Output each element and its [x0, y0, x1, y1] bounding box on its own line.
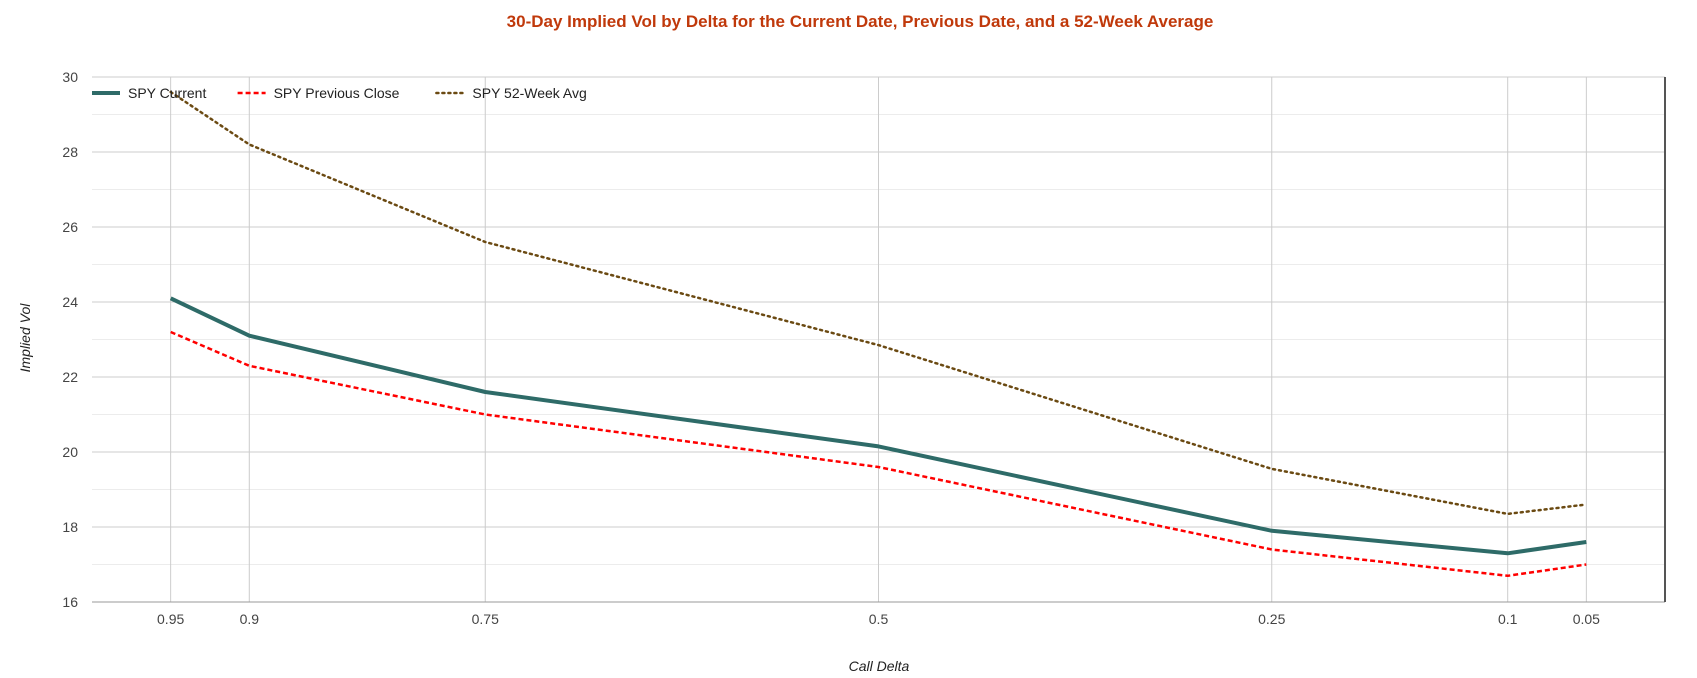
y-tick-label: 26 [62, 219, 78, 235]
series-lines [169, 90, 1588, 578]
y-tick-label: 30 [62, 69, 78, 85]
y-axis-title: Implied Vol [17, 303, 33, 373]
legend-label: SPY Previous Close [274, 85, 400, 101]
axes: 16 18 20 22 24 26 28 30 0.95 0.9 0.75 0.5 0.25 0.1 0.0… [62, 69, 1666, 627]
x-tick-label: 0.05 [1573, 611, 1600, 627]
series-line-spy-current [169, 296, 1587, 556]
legend-label: SPY 52-Week Avg [472, 85, 586, 101]
x-tick-label: 0.95 [157, 611, 184, 627]
y-tick-label: 16 [62, 594, 78, 610]
legend-label: SPY Current [128, 85, 206, 101]
y-tick-label: 18 [62, 519, 78, 535]
x-axis-title: Call Delta [849, 658, 910, 674]
x-tick-label: 0.9 [240, 611, 260, 627]
y-tick-label: 24 [62, 294, 78, 310]
series-line-spy-previous-close [170, 330, 1587, 578]
x-tick-label: 0.1 [1498, 611, 1518, 627]
series-line-spy-52-week-avg [169, 90, 1588, 516]
y-tick-label: 20 [62, 444, 78, 460]
y-tick-label: 22 [62, 369, 78, 385]
y-tick-label: 28 [62, 144, 78, 160]
legend: SPY Current SPY Previous Close SPY 52-Week… [92, 85, 587, 101]
x-tick-label: 0.5 [869, 611, 889, 627]
x-tick-label: 0.25 [1258, 611, 1285, 627]
grid [92, 76, 1665, 603]
chart-title: 30-Day Implied Vol by Delta for the Curr… [507, 12, 1214, 31]
x-tick-label: 0.75 [472, 611, 499, 627]
